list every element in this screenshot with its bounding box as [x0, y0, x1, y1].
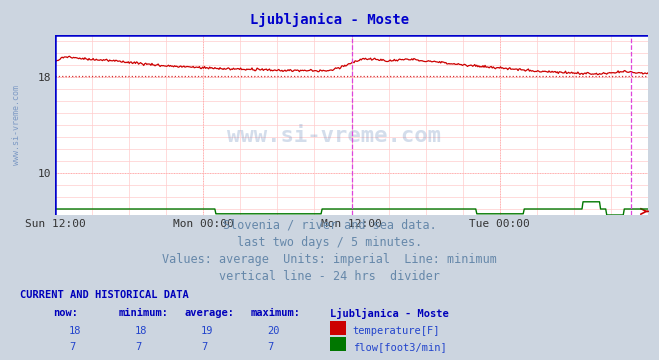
- Text: www.si-vreme.com: www.si-vreme.com: [227, 126, 441, 146]
- Text: Slovenia / river and sea data.: Slovenia / river and sea data.: [223, 219, 436, 231]
- Text: 7: 7: [201, 342, 207, 352]
- Text: 18: 18: [135, 325, 148, 336]
- Text: last two days / 5 minutes.: last two days / 5 minutes.: [237, 236, 422, 249]
- Text: 19: 19: [201, 325, 214, 336]
- Text: average:: average:: [185, 308, 235, 318]
- Text: 20: 20: [267, 325, 279, 336]
- Text: vertical line - 24 hrs  divider: vertical line - 24 hrs divider: [219, 270, 440, 283]
- Text: temperature[F]: temperature[F]: [353, 325, 440, 336]
- Text: Values: average  Units: imperial  Line: minimum: Values: average Units: imperial Line: mi…: [162, 253, 497, 266]
- Text: now:: now:: [53, 308, 78, 318]
- Text: www.si-vreme.com: www.si-vreme.com: [12, 85, 21, 165]
- Text: Ljubljanica - Moste: Ljubljanica - Moste: [250, 13, 409, 27]
- Text: 7: 7: [135, 342, 141, 352]
- Text: Ljubljanica - Moste: Ljubljanica - Moste: [330, 308, 448, 319]
- Text: 18: 18: [69, 325, 82, 336]
- Text: flow[foot3/min]: flow[foot3/min]: [353, 342, 446, 352]
- Text: 7: 7: [69, 342, 75, 352]
- Text: CURRENT AND HISTORICAL DATA: CURRENT AND HISTORICAL DATA: [20, 289, 188, 300]
- Text: minimum:: minimum:: [119, 308, 169, 318]
- Text: 7: 7: [267, 342, 273, 352]
- Text: maximum:: maximum:: [250, 308, 301, 318]
